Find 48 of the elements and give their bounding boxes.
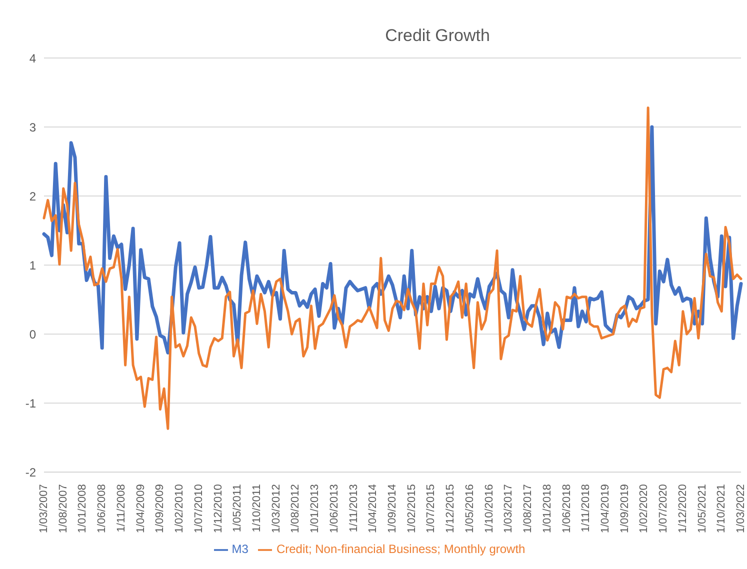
y-tick-label: -2 [25,465,36,480]
x-tick-label: 1/08/2007 [57,484,70,534]
x-tick-label: 1/10/2016 [483,484,496,534]
y-tick-label: 2 [29,189,36,204]
x-tick-label: 1/05/2016 [464,484,476,534]
x-tick-label: 1/04/2019 [599,484,612,534]
x-tick-label: 1/12/2015 [444,484,457,534]
y-tick-label: 0 [29,327,36,342]
legend-label: M3 [232,542,248,556]
y-tick-label: -1 [25,396,36,410]
x-tick-label: 1/05/2021 [696,484,708,534]
x-tick-label: 1/04/2014 [367,484,380,534]
x-tick-label: 1/12/2020 [676,484,689,534]
x-tick-label: 1/01/2018 [541,484,554,534]
x-tick-label: 1/02/2020 [638,484,650,534]
y-tick-label: 1 [29,258,36,272]
x-tick-label: 1/06/2018 [560,484,573,534]
x-tick-label: 1/03/2012 [270,484,282,534]
x-tick-label: 1/11/2018 [580,484,592,532]
x-tick-label: 1/01/2013 [309,484,322,534]
x-tick-label: 1/07/2010 [192,484,205,534]
x-tick-label: 1/12/2010 [212,484,224,534]
x-tick-label: 1/02/2015 [406,484,418,534]
x-tick-label: 1/06/2013 [328,484,340,534]
x-tick-label: 1/06/2008 [96,484,108,534]
x-tick-label: 1/07/2015 [425,484,438,534]
line-series [42,106,742,430]
x-tick-label: 1/11/2008 [115,484,128,532]
x-tick-label: 1/11/2013 [348,484,360,532]
x-tick-label: 1/04/2009 [134,484,147,534]
x-tick-label: 1/08/2012 [290,484,302,534]
x-tick-label: 1/03/2007 [38,484,50,534]
legend-label: Credit; Non-financial Business; Monthly growth [276,542,526,556]
x-tick-label: 1/03/2022 [735,484,747,534]
x-tick-label: 1/05/2011 [232,484,244,532]
x-tick-label: 1/10/2011 [250,484,263,532]
x-tick-label: 1/02/2010 [174,484,186,534]
chart-title: Credit Growth [384,26,491,46]
x-tick-label: 1/08/2017 [522,484,534,534]
x-tick-label: 1/09/2009 [154,484,166,534]
x-tick-label: 1/09/2019 [618,484,631,534]
x-tick-label: 1/07/2020 [658,484,670,534]
x-tick-label: 1/01/2008 [76,484,89,534]
x-tick-label: 1/09/2014 [386,484,398,534]
y-tick-label: 3 [29,120,36,134]
y-tick-label: 4 [29,51,36,66]
x-tick-label: 1/10/2021 [716,484,728,534]
x-tick-label: 1/03/2017 [502,484,515,534]
